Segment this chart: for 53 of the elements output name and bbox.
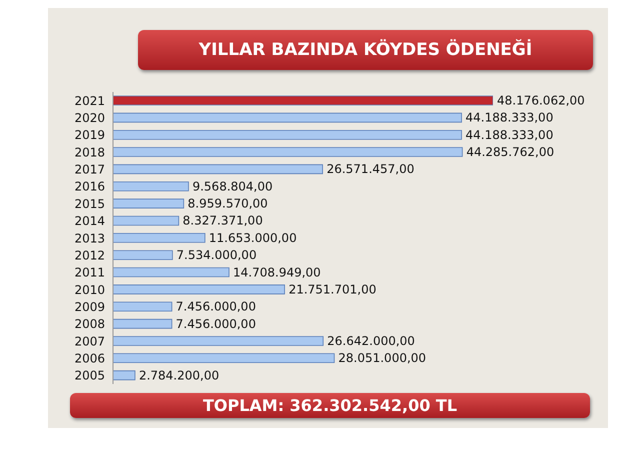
bar: [113, 353, 335, 364]
data-label: 48.176.062,00: [497, 94, 585, 108]
bar: [113, 164, 323, 174]
data-label: 8.959.570,00: [188, 196, 268, 211]
data-label: 11.653.000,00: [208, 230, 297, 245]
bar: [113, 318, 172, 329]
bar: [113, 147, 463, 157]
y-tick-label: 2012: [74, 248, 105, 262]
data-label: 44.188.333,00: [466, 110, 554, 125]
bar: [113, 181, 189, 192]
text: TOPLAM: 362.302.542,00 TL: [70, 393, 590, 418]
bar: [113, 302, 172, 312]
bar: [113, 198, 184, 208]
y-tick-label: 2019: [74, 128, 105, 142]
data-label: 7.456.000,00: [176, 316, 256, 331]
bar: [113, 216, 180, 226]
bar: [113, 112, 462, 123]
y-tick-label: 2020: [74, 111, 105, 126]
bar: [113, 336, 324, 346]
data-label: 2.784.200,00: [138, 368, 220, 382]
data-label: 14.708.949,00: [233, 265, 321, 280]
y-tick-label: 2006: [74, 351, 105, 366]
data-label: 44.285.762,00: [466, 145, 554, 160]
y-tick-label: 2021: [74, 94, 105, 108]
y-tick-label: 2014: [74, 214, 105, 228]
data-label: 26.571.457,00: [326, 162, 414, 176]
data-label: 21.751.701,00: [288, 282, 376, 296]
data-label: 26.642.000,00: [327, 334, 415, 348]
data-label: 44.188.333,00: [466, 128, 554, 142]
y-tick-label: 2007: [74, 334, 105, 348]
y-tick-label: 2015: [74, 196, 105, 211]
y-tick-label: 2005: [74, 368, 105, 383]
y-tick-label: 2016: [74, 180, 105, 194]
data-label: 7.534.000,00: [176, 248, 257, 262]
y-tick-label: 2009: [74, 300, 105, 314]
y-tick-label: 2011: [74, 266, 105, 280]
y-tick-label: 2008: [74, 317, 105, 332]
y-tick-label: 2013: [74, 231, 105, 246]
bar: [113, 250, 173, 260]
bar: [113, 130, 462, 140]
bar: [113, 96, 493, 106]
y-tick-label: 2017: [74, 162, 105, 177]
chart-title: YILLAR BAZINDA KÖYDES ÖDENEĞİ: [138, 30, 593, 70]
bar: [113, 267, 230, 278]
bar: [113, 370, 136, 380]
data-label: 7.456.000,00: [176, 300, 256, 314]
y-tick-label: 2010: [74, 282, 105, 297]
data-label: 9.568.804,00: [192, 179, 273, 194]
data-label: 8.327.371,00: [182, 214, 263, 228]
bar: [113, 233, 206, 243]
y-tick-label: 2018: [74, 145, 105, 160]
data-label: 28.051.000,00: [338, 351, 426, 366]
bar: [113, 284, 285, 294]
